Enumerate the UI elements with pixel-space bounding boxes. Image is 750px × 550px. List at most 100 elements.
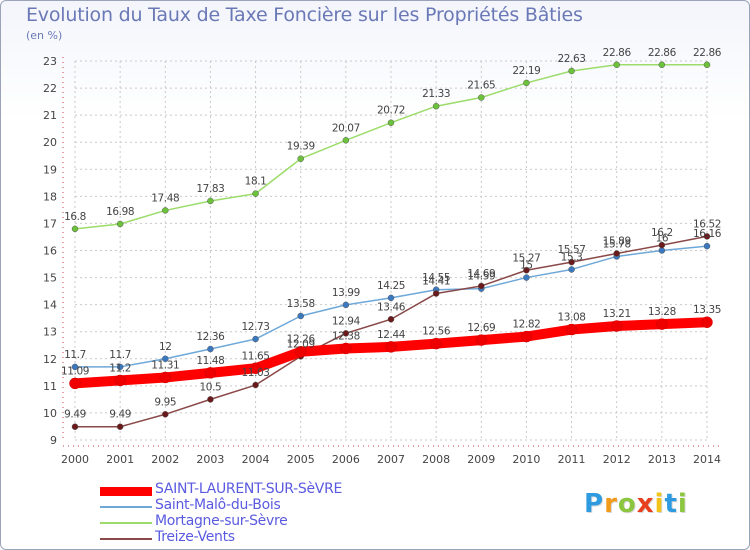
- data-label: 15.3: [561, 251, 583, 263]
- y-tick-label: 20: [43, 136, 57, 149]
- data-label: 22.86: [693, 47, 722, 59]
- data-label: 22.86: [603, 47, 632, 59]
- data-label: 15.57: [558, 244, 586, 256]
- data-label: 18.1: [245, 176, 267, 188]
- data-point: [69, 377, 81, 390]
- x-tick-label: 2008: [422, 453, 450, 466]
- y-tick-label: 12: [43, 353, 57, 366]
- data-label: 9.95: [154, 396, 176, 408]
- data-label: 15: [520, 260, 533, 272]
- data-label: 16.98: [106, 206, 134, 218]
- legend-swatch: [100, 487, 152, 496]
- data-point: [523, 267, 530, 274]
- data-label: 13.46: [377, 301, 406, 313]
- data-point: [71, 363, 79, 371]
- data-point: [432, 102, 440, 110]
- x-tick-label: 2003: [196, 453, 224, 466]
- legend-label: Saint-Malô-du-Bois: [155, 497, 281, 513]
- data-label: 22.86: [648, 47, 677, 59]
- data-point: [478, 282, 485, 290]
- data-label: 10.5: [200, 381, 222, 393]
- data-point: [162, 207, 169, 214]
- data-point: [387, 316, 395, 323]
- chart-title: Evolution du Taux de Taxe Foncière sur l…: [26, 4, 583, 26]
- y-tick-label: 17: [43, 217, 57, 230]
- data-point: [342, 301, 350, 309]
- y-tick-label: 11: [43, 380, 57, 393]
- data-label: 13.58: [287, 298, 315, 310]
- legend-swatch: [100, 522, 152, 524]
- data-label: 17.83: [196, 183, 224, 195]
- data-point: [162, 355, 169, 363]
- data-label: 12.94: [332, 315, 361, 327]
- data-label: 16: [656, 233, 669, 245]
- data-label: 17.48: [151, 192, 179, 204]
- y-tick-label: 15: [43, 272, 57, 285]
- logo-letter: i: [677, 489, 688, 519]
- data-label: 16.2: [651, 227, 673, 239]
- data-point: [701, 316, 713, 328]
- data-label: 11.09: [61, 365, 89, 377]
- x-tick-label: 2001: [106, 453, 134, 466]
- data-label: 12.69: [467, 322, 495, 334]
- data-label: 12: [159, 341, 172, 353]
- x-tick-label: 2009: [467, 453, 495, 466]
- data-point: [387, 294, 395, 302]
- data-point: [71, 423, 79, 430]
- data-point: [340, 342, 352, 355]
- data-label: 15.89: [603, 235, 631, 247]
- logo-letter: P: [584, 489, 605, 519]
- data-point: [385, 341, 397, 353]
- data-label: 15.27: [512, 252, 540, 264]
- logo-letter: r: [604, 489, 618, 519]
- proxiti-logo: Proxiti: [584, 489, 688, 519]
- unit-label: (en %): [26, 29, 63, 42]
- y-tick-label: 23: [43, 55, 57, 68]
- data-label: 11.7: [64, 349, 86, 361]
- x-tick-label: 2007: [377, 453, 405, 466]
- data-point: [475, 334, 488, 346]
- data-label: 21.65: [467, 80, 495, 92]
- data-point: [432, 290, 440, 297]
- data-point: [342, 137, 350, 144]
- legend: SAINT-LAURENT-SUR-SèVRE Saint-Malô-du-Bo…: [100, 481, 420, 548]
- data-label: 13.35: [693, 304, 721, 316]
- data-point: [204, 367, 217, 379]
- y-tick-label: 21: [43, 109, 57, 122]
- data-point: [252, 381, 259, 389]
- data-label: 11.48: [196, 355, 224, 367]
- data-label: 11.31: [151, 359, 179, 371]
- y-tick-label: 22: [43, 82, 57, 95]
- data-label: 16.52: [693, 218, 721, 230]
- data-point: [114, 374, 126, 387]
- data-point: [565, 323, 578, 336]
- data-label: 14.69: [467, 268, 495, 280]
- data-label: 22.63: [558, 53, 586, 65]
- x-tick-label: 2005: [287, 453, 315, 466]
- data-label: 12.09: [287, 338, 315, 350]
- data-label: 14.59: [467, 271, 495, 283]
- y-tick-label: 9: [50, 434, 57, 447]
- y-tick-label: 18: [43, 190, 57, 203]
- y-tick-label: 14: [43, 299, 57, 312]
- legend-item-saint-malo: Saint-Malô-du-Bois: [100, 497, 420, 516]
- data-label: 19.39: [287, 141, 315, 153]
- logo-letter: t: [664, 489, 678, 519]
- logo-letter: x: [636, 489, 655, 519]
- data-point: [430, 337, 442, 350]
- x-tick-label: 2002: [151, 453, 179, 466]
- data-point: [249, 362, 262, 375]
- data-label: 9.49: [109, 409, 131, 421]
- data-label: 12.38: [332, 330, 360, 342]
- legend-label: SAINT-LAURENT-SUR-SèVRE: [155, 481, 343, 497]
- data-label: 11.03: [242, 367, 270, 379]
- data-point: [297, 155, 304, 162]
- data-point: [703, 233, 711, 240]
- x-tick-label: 2014: [693, 453, 721, 466]
- data-label: 11.65: [242, 350, 270, 362]
- data-point: [478, 94, 485, 101]
- legend-item-treize-vents: Treize-Vents: [100, 529, 420, 548]
- data-label: 11.7: [109, 349, 131, 361]
